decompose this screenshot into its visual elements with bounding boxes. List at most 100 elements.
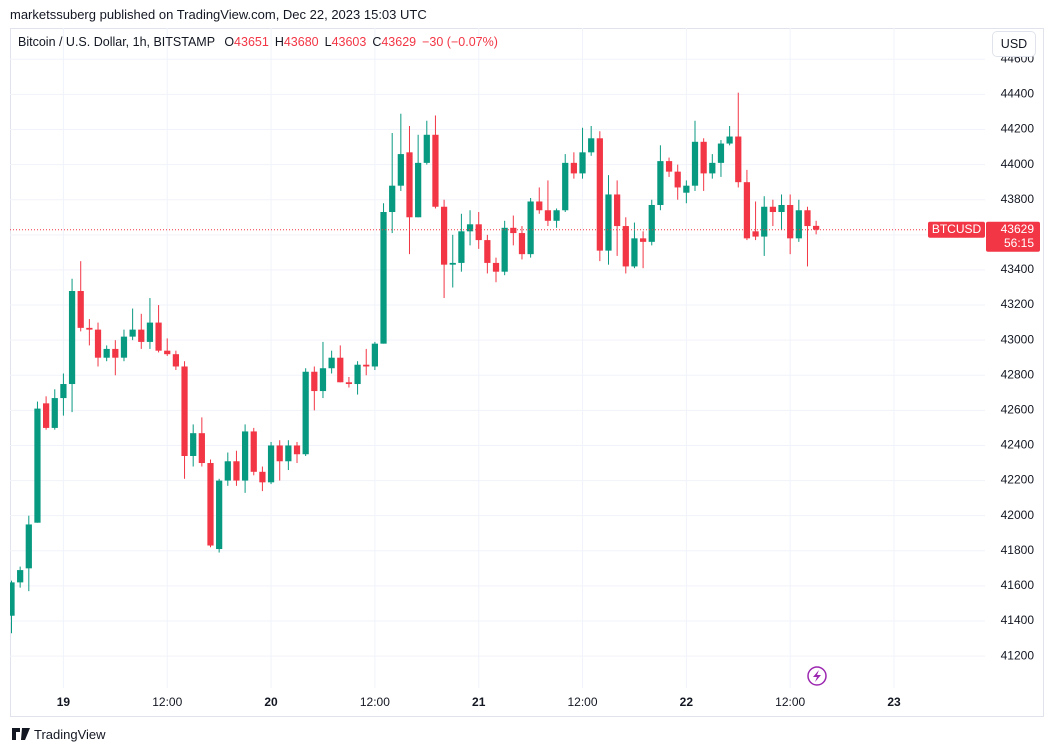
candle-body	[172, 354, 180, 367]
y-tick-label: 43400	[1001, 262, 1035, 276]
candle-body	[570, 162, 577, 174]
candle-body	[17, 570, 24, 583]
candle-body	[709, 162, 716, 174]
symbol-legend: Bitcoin / U.S. Dollar, 1h, BITSTAMP O436…	[18, 35, 504, 49]
candle-body	[94, 329, 102, 358]
y-tick-label: 44200	[1001, 122, 1035, 136]
candle-body	[752, 231, 759, 237]
candle-body	[146, 322, 154, 342]
alert-bolt	[813, 670, 821, 682]
candle-body	[510, 227, 517, 234]
candle-body	[665, 161, 673, 172]
candle-body	[674, 171, 681, 188]
candle-body	[181, 366, 188, 456]
candle-body	[735, 136, 742, 183]
candle-body	[639, 238, 647, 242]
candle-body	[293, 445, 301, 455]
candle-body	[259, 471, 266, 483]
ohlc-letter: L	[324, 35, 332, 49]
x-tick-label: 22	[680, 695, 694, 709]
candle-body	[397, 154, 404, 186]
x-tick-label: 12:00	[360, 695, 390, 709]
candle-body	[207, 463, 214, 546]
y-tick-label: 42800	[1001, 367, 1035, 381]
candle-body	[241, 431, 249, 481]
ohlc-letter: O	[224, 35, 235, 49]
candle-body	[354, 364, 361, 385]
candle-body	[501, 227, 508, 272]
y-tick-label: 41600	[1001, 578, 1035, 592]
price-tag-value: 43629	[1001, 222, 1035, 236]
x-tick-label: 19	[57, 695, 71, 709]
brand-logo	[12, 728, 30, 740]
y-tick-label: 43000	[1001, 332, 1035, 346]
candle-body	[458, 231, 465, 263]
y-tick-label: 42600	[1001, 403, 1035, 417]
symbol-title: Bitcoin / U.S. Dollar, 1h, BITSTAMP	[18, 35, 215, 49]
candle-body	[761, 206, 768, 237]
candle-body	[276, 445, 283, 462]
candle-body	[440, 206, 448, 265]
candle-body	[700, 141, 707, 174]
candle-body	[42, 403, 50, 428]
x-tick-label: 12:00	[568, 695, 598, 709]
candle-body	[484, 240, 491, 263]
currency-button[interactable]: USD	[992, 31, 1036, 57]
y-tick-label: 44400	[1001, 87, 1035, 101]
x-tick-label: 23	[887, 695, 901, 709]
candle-body	[371, 343, 378, 367]
publish-header: marketssuberg published on TradingView.c…	[10, 7, 427, 22]
candle-body	[224, 461, 231, 481]
candle-body	[267, 445, 275, 483]
candle-body	[250, 431, 257, 472]
candle-body	[813, 225, 820, 230]
candle-body	[648, 204, 655, 242]
axes: 41200 41400 41600 41800 42000 42200 42400 42600…	[57, 51, 1040, 709]
candle-body	[190, 433, 197, 456]
ohlc-value: 43603	[331, 35, 367, 49]
candle-body	[103, 348, 110, 358]
candle-body	[527, 201, 534, 255]
y-tick-label: 42400	[1001, 438, 1035, 452]
candle-body	[60, 384, 67, 399]
candle-body	[449, 262, 456, 265]
candle-body	[406, 152, 413, 218]
candle-body	[622, 226, 629, 267]
candle-body	[337, 357, 344, 383]
change: −30 (−0.07%)	[422, 35, 498, 49]
candle-body	[302, 371, 309, 455]
candle-body	[415, 162, 422, 218]
y-tick-label: 43800	[1001, 192, 1035, 206]
candle-body	[466, 224, 474, 232]
y-tick-label: 41200	[1001, 648, 1035, 662]
ohlc-letter: C	[372, 35, 382, 49]
candle-body	[492, 262, 500, 272]
y-tick-label: 43200	[1001, 297, 1035, 311]
candle-body	[475, 224, 482, 241]
grid	[10, 28, 985, 688]
ohlc-value: 43651	[234, 35, 269, 49]
candle-body	[68, 291, 76, 385]
candle-body	[34, 408, 41, 523]
candle-body	[717, 143, 725, 163]
candle-body	[631, 238, 638, 267]
y-tick-label: 44000	[1001, 157, 1035, 171]
candle-body	[285, 445, 292, 462]
chart-frame	[10, 28, 1044, 717]
candle-body	[423, 134, 430, 163]
candle-body	[198, 433, 205, 464]
brand: TradingView	[34, 727, 106, 742]
candle-body	[328, 357, 335, 369]
candle-body	[804, 210, 811, 227]
candle-body	[363, 364, 370, 367]
candle-body	[129, 329, 136, 337]
candle-body	[518, 233, 526, 255]
candle-body	[536, 201, 543, 211]
candle-body	[743, 182, 751, 239]
x-tick-label: 12:00	[775, 695, 805, 709]
symbol-tag	[928, 221, 985, 238]
candle-body	[795, 210, 802, 239]
y-tick-label: 42200	[1001, 473, 1035, 487]
y-tick-label: 41400	[1001, 613, 1035, 627]
candle-body	[778, 204, 785, 213]
